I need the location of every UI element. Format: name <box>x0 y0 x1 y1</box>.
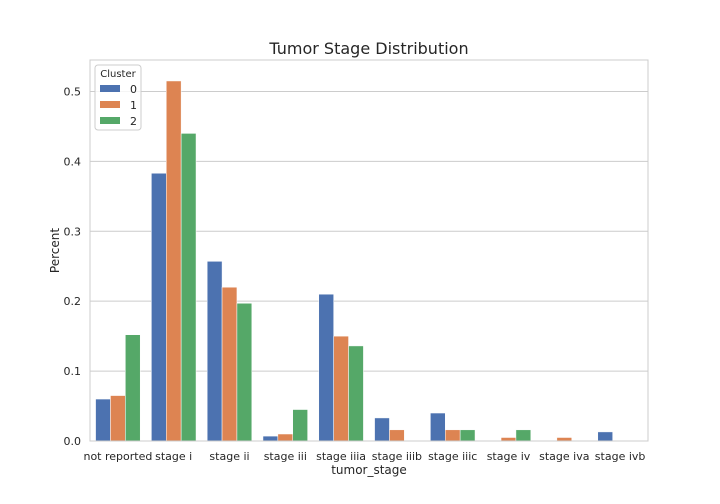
bar <box>277 433 293 442</box>
legend-swatch <box>100 101 120 108</box>
y-tick-labels: 0.0 0.1 0.2 0.3 0.4 0.5 <box>64 85 82 448</box>
x-tick-label: stage iii <box>264 450 307 463</box>
legend-label: 0 <box>130 83 137 96</box>
x-tick-label: stage iiib <box>372 450 422 463</box>
y-axis-title: Percent <box>48 228 62 273</box>
legend-title: Cluster <box>100 69 136 80</box>
x-axis-title: tumor_stage <box>331 463 407 477</box>
bar <box>374 417 390 442</box>
bar <box>318 293 334 442</box>
bar <box>348 345 364 442</box>
x-tick-label: stage ii <box>209 450 249 463</box>
x-tick-label: stage iiia <box>316 450 366 463</box>
x-tick-label: stage iiic <box>428 450 477 463</box>
y-tick-label: 0.0 <box>64 435 82 448</box>
bar <box>515 429 532 442</box>
x-tick-label: stage iva <box>539 450 589 463</box>
bar <box>110 395 126 442</box>
bar <box>95 398 111 442</box>
y-tick-label: 0.1 <box>64 365 82 378</box>
bar <box>151 173 167 442</box>
bar <box>430 412 446 442</box>
legend-label: 1 <box>130 99 137 112</box>
x-tick-label: not reported <box>83 450 152 463</box>
x-tick-label: stage iv <box>487 450 531 463</box>
bar <box>597 431 613 442</box>
bar <box>125 334 141 442</box>
y-tick-label: 0.3 <box>64 225 82 238</box>
bar <box>333 335 349 442</box>
plot-frame <box>89 59 649 442</box>
y-tick-label: 0.4 <box>64 155 82 168</box>
y-tick-label: 0.2 <box>64 295 82 308</box>
bar <box>389 429 405 442</box>
bar <box>262 435 279 442</box>
legend-box <box>94 64 142 131</box>
bar <box>206 261 223 442</box>
bar <box>459 429 476 442</box>
bar <box>166 80 182 442</box>
bar <box>292 409 308 442</box>
chart-title: Tumor Stage Distribution <box>268 39 468 58</box>
legend-label: 2 <box>130 115 137 128</box>
x-tick-labels: not reported stage i stage ii stage iii stag… <box>83 450 645 463</box>
bar <box>556 437 572 442</box>
x-tick-label: stage i <box>155 450 192 463</box>
bar <box>221 286 238 442</box>
y-tick-label: 0.5 <box>64 85 82 98</box>
legend-swatch <box>100 117 120 124</box>
x-tick-label: stage ivb <box>595 450 646 463</box>
bar <box>236 303 253 442</box>
bar <box>180 133 197 442</box>
bar <box>445 429 461 442</box>
legend: Cluster 0 1 2 <box>94 64 142 131</box>
legend-swatch <box>100 85 120 92</box>
bar <box>500 437 517 442</box>
bars <box>95 80 613 442</box>
